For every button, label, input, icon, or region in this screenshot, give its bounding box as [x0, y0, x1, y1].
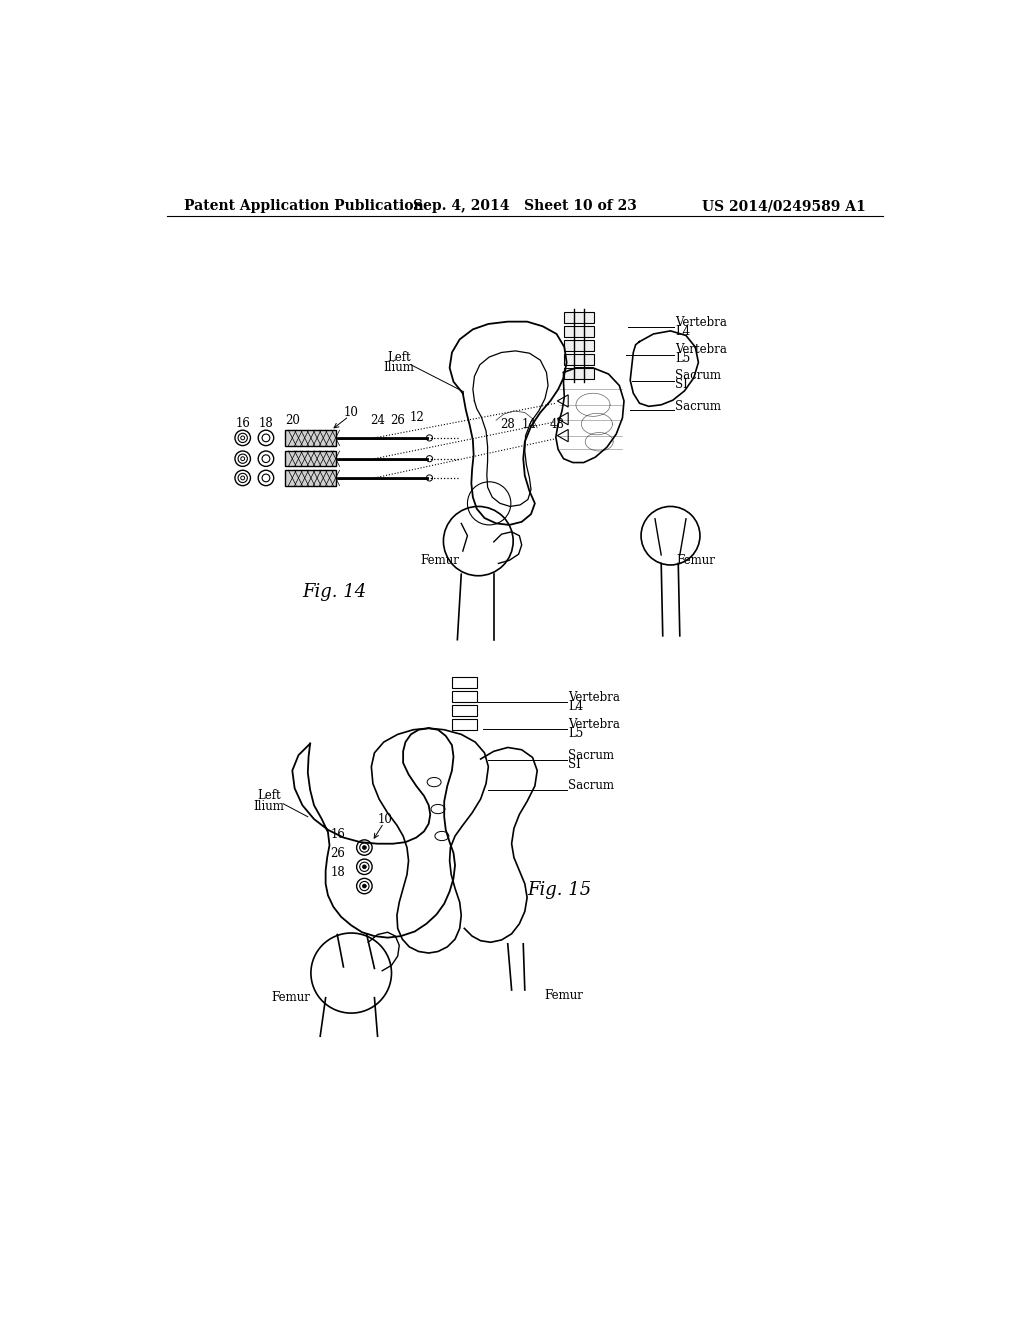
- Text: 16: 16: [330, 828, 345, 841]
- Bar: [564, 326, 594, 337]
- Text: L4: L4: [568, 700, 584, 713]
- Circle shape: [362, 884, 367, 888]
- Text: 28: 28: [501, 418, 515, 432]
- Text: SI: SI: [675, 379, 688, 391]
- Text: Femur: Femur: [271, 991, 310, 1005]
- Bar: [452, 719, 477, 730]
- Circle shape: [362, 846, 367, 850]
- Text: Left: Left: [257, 789, 281, 803]
- Text: L4: L4: [675, 325, 690, 338]
- Bar: [564, 313, 594, 323]
- Text: Fig. 15: Fig. 15: [527, 880, 592, 899]
- Text: 18: 18: [331, 866, 345, 879]
- Text: Sacrum: Sacrum: [675, 370, 721, 381]
- Bar: [452, 705, 477, 715]
- Bar: [564, 368, 594, 379]
- Text: Femur: Femur: [677, 554, 716, 566]
- Text: Femur: Femur: [420, 554, 459, 566]
- Text: 12: 12: [410, 412, 425, 425]
- Text: Vertebra: Vertebra: [675, 315, 727, 329]
- Bar: [286, 451, 336, 466]
- Text: Sacrum: Sacrum: [675, 400, 721, 413]
- Text: Femur: Femur: [544, 989, 583, 1002]
- Text: Ilium: Ilium: [254, 800, 285, 813]
- Bar: [452, 692, 477, 702]
- Bar: [452, 677, 477, 688]
- Text: 24: 24: [370, 413, 385, 426]
- Text: Left: Left: [387, 351, 411, 363]
- Text: SI: SI: [568, 758, 581, 771]
- Text: 16: 16: [236, 417, 250, 430]
- Bar: [564, 341, 594, 351]
- Text: 26: 26: [330, 847, 345, 861]
- Text: Fig. 14: Fig. 14: [302, 583, 367, 601]
- Text: Vertebra: Vertebra: [675, 343, 727, 356]
- Text: Patent Application Publication: Patent Application Publication: [183, 199, 424, 213]
- Text: Vertebra: Vertebra: [568, 690, 621, 704]
- Text: Sacrum: Sacrum: [568, 779, 614, 792]
- Text: Ilium: Ilium: [384, 360, 415, 374]
- Text: 14: 14: [521, 418, 537, 432]
- Text: 48: 48: [550, 418, 565, 432]
- Text: L5: L5: [568, 727, 584, 741]
- Text: 10: 10: [378, 813, 393, 825]
- Text: Sacrum: Sacrum: [568, 748, 614, 762]
- Text: Sep. 4, 2014   Sheet 10 of 23: Sep. 4, 2014 Sheet 10 of 23: [413, 199, 637, 213]
- Text: 20: 20: [285, 413, 300, 426]
- Text: 10: 10: [344, 407, 358, 418]
- Bar: [286, 430, 336, 446]
- Circle shape: [362, 865, 367, 869]
- Text: 18: 18: [259, 417, 273, 430]
- Text: L5: L5: [675, 352, 690, 366]
- Text: US 2014/0249589 A1: US 2014/0249589 A1: [702, 199, 866, 213]
- Bar: [286, 470, 336, 486]
- Text: 26: 26: [390, 413, 406, 426]
- Text: Vertebra: Vertebra: [568, 718, 621, 731]
- Bar: [564, 354, 594, 364]
